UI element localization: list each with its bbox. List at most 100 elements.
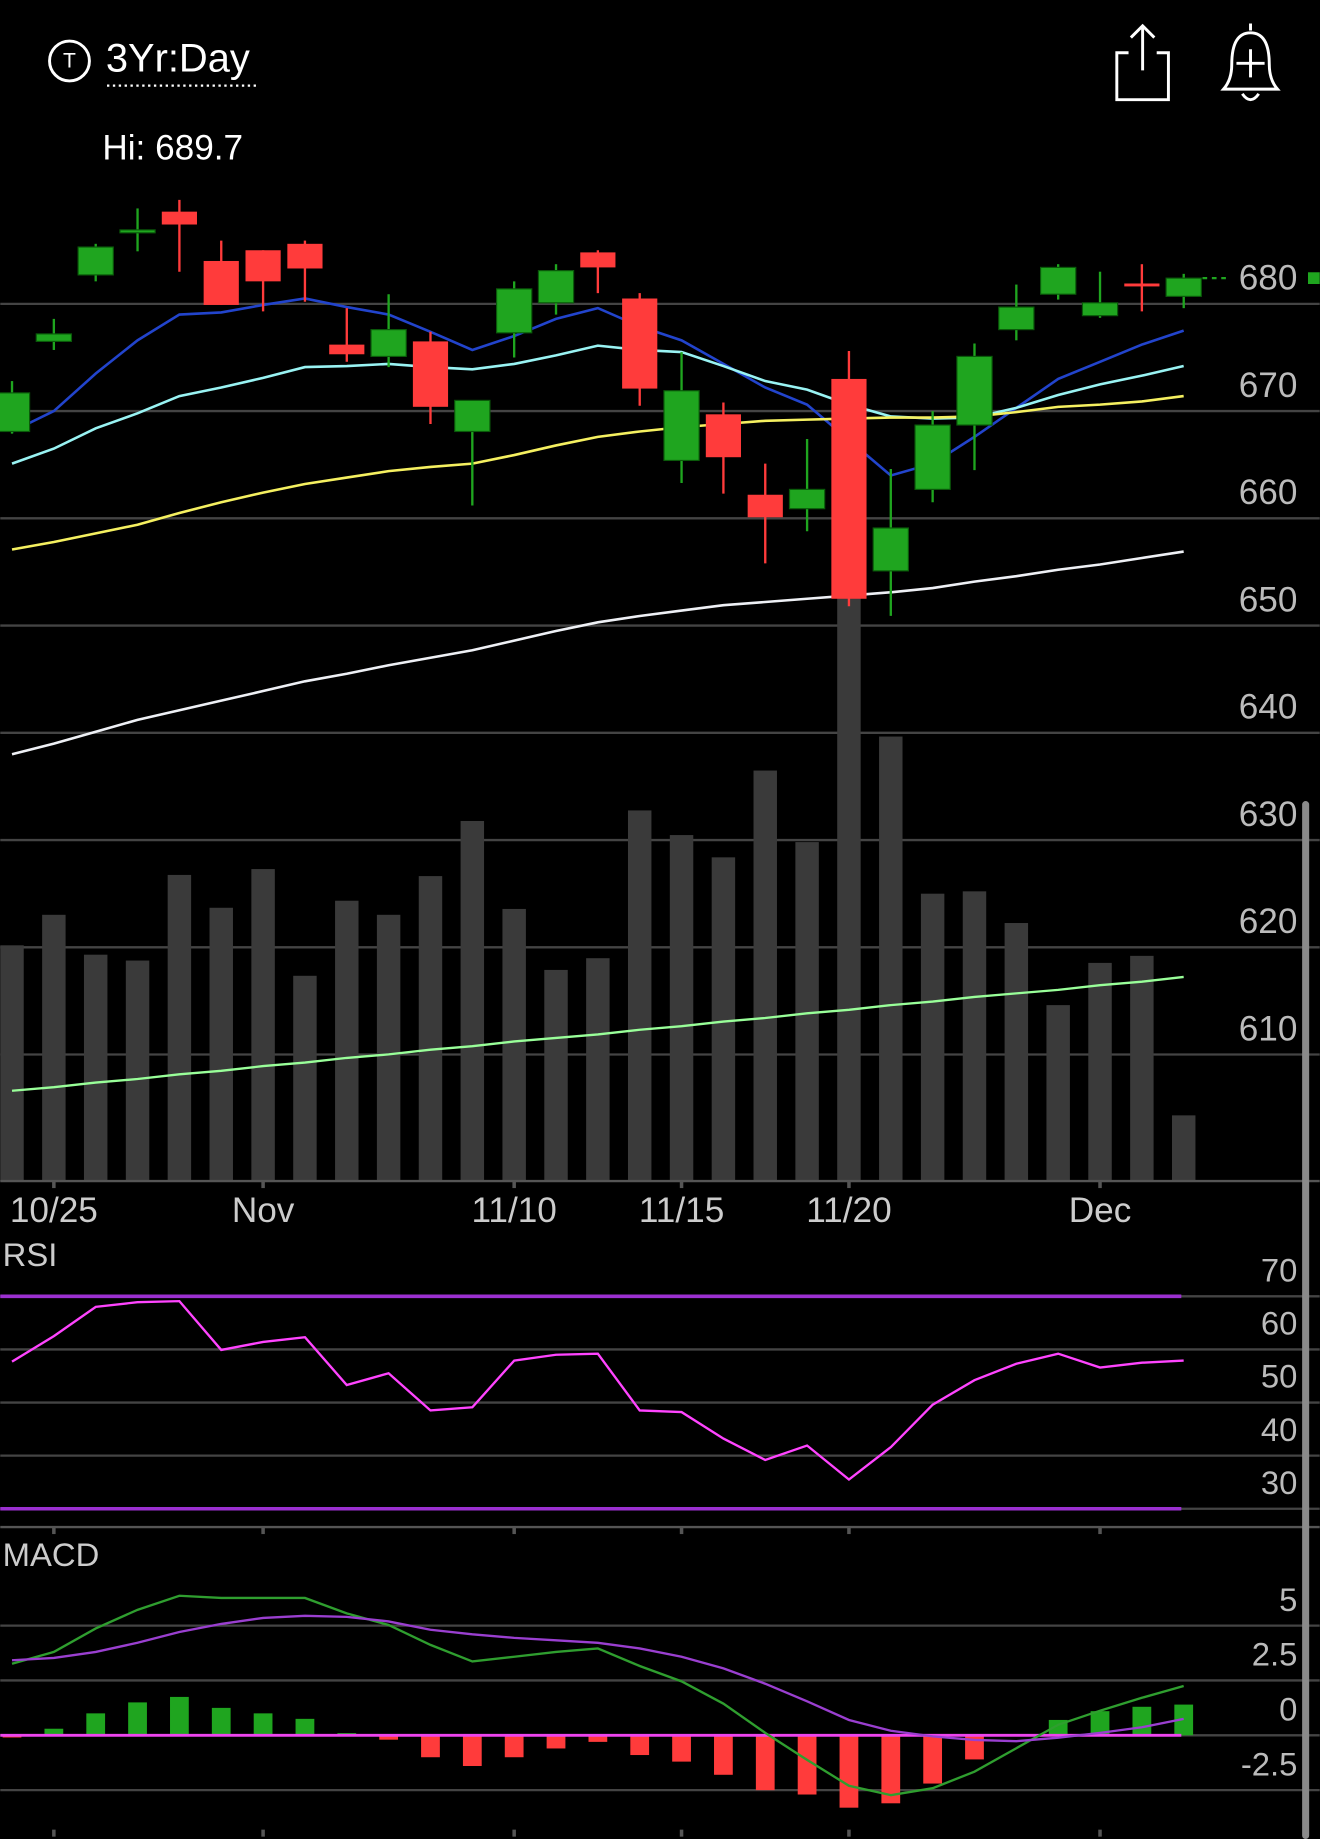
volume-bar (376, 914, 401, 1182)
candle-body (0, 392, 31, 433)
volume-bar (586, 958, 610, 1182)
histogram-bar (839, 1735, 859, 1808)
candle-body (872, 527, 909, 572)
y-tick-label: -2.5 (1241, 1745, 1298, 1782)
histogram-bar (379, 1735, 399, 1740)
macd-line (11, 1594, 1184, 1797)
y-tick-label: 70 (1261, 1252, 1298, 1289)
histogram-bar (128, 1702, 147, 1736)
y-tick-label: 650 (1239, 580, 1298, 619)
x-tick-label: Nov (232, 1191, 295, 1230)
panel-title: RSI (3, 1236, 58, 1273)
y-tick-label: 660 (1239, 473, 1298, 512)
candle-body (1081, 302, 1119, 317)
x-tick-label: 11/20 (806, 1191, 891, 1230)
y-tick-label: 40 (1261, 1411, 1298, 1448)
volume-bar (795, 842, 819, 1182)
volume-bar (251, 869, 275, 1182)
last-price-marker (1307, 272, 1320, 284)
volume-bar (669, 835, 694, 1182)
histogram-bar (630, 1735, 650, 1756)
x-tick-label: Dec (1069, 1191, 1132, 1230)
histogram-bar (421, 1735, 440, 1758)
macd-line (11, 1614, 1184, 1743)
candle-body (161, 211, 197, 225)
range-selector[interactable]: T 3Yr:Day (48, 37, 256, 87)
volume-bar (460, 820, 485, 1182)
alert-button[interactable] (1220, 23, 1281, 102)
volume-bar (837, 598, 861, 1182)
candle-body (1124, 283, 1160, 287)
volume-bar (962, 891, 987, 1182)
candle-body (329, 344, 365, 355)
candle-body (203, 260, 239, 305)
volume-bar (335, 900, 359, 1182)
y-tick-label: 5 (1279, 1581, 1297, 1618)
candle-body (705, 414, 741, 458)
candle-body (370, 329, 407, 358)
candle-body (788, 488, 826, 510)
histogram-bar (965, 1735, 984, 1760)
scrollbar[interactable] (1302, 801, 1310, 1839)
candle-body (495, 288, 533, 334)
histogram-bar (86, 1713, 106, 1736)
volume-bar (42, 914, 66, 1182)
histogram-bar (923, 1735, 943, 1784)
volume-bar (209, 907, 233, 1182)
y-tick-label: 60 (1261, 1305, 1298, 1342)
candle-body (119, 229, 156, 234)
histogram-bar (1132, 1706, 1152, 1736)
volume-bar (627, 810, 652, 1182)
candle-body (287, 243, 323, 269)
rsi-line (11, 1299, 1184, 1482)
candle-body (77, 246, 114, 276)
ticker-icon (48, 39, 91, 83)
histogram-bar (295, 1718, 315, 1736)
x-tick-label: 10/25 (10, 1191, 98, 1230)
volume-bar (0, 945, 24, 1182)
y-tick-label: 0 (1279, 1691, 1297, 1728)
y-tick-label: 670 (1239, 366, 1298, 405)
candle-body (998, 306, 1035, 331)
y-tick-label: 620 (1239, 902, 1298, 941)
share-arrow (1129, 23, 1156, 71)
candle-body (1165, 277, 1202, 297)
y-tick-label: 610 (1239, 1009, 1298, 1048)
candle-body (622, 298, 658, 389)
histogram-bar (714, 1735, 733, 1775)
x-tick-label: 11/15 (639, 1191, 724, 1230)
candle-body (914, 424, 951, 490)
volume-bar (418, 876, 443, 1182)
volume-bar (83, 954, 108, 1182)
histogram-bar (504, 1735, 524, 1758)
candle-body (956, 355, 993, 426)
volume-bar (711, 857, 736, 1182)
range-title: 3Yr:Day (106, 37, 250, 81)
volume-bar (753, 770, 777, 1182)
histogram-bar (546, 1735, 566, 1749)
volume-bar (1088, 962, 1112, 1182)
volume-bar (1130, 955, 1154, 1182)
histogram-bar (755, 1735, 775, 1791)
volume-bar (1046, 1005, 1070, 1182)
volume-bar (879, 736, 903, 1182)
share-box (1115, 51, 1170, 102)
histogram-bar (1090, 1711, 1110, 1736)
candle-body (245, 250, 281, 282)
y-tick-label: 630 (1239, 795, 1298, 834)
y-tick-label: 50 (1261, 1358, 1298, 1395)
histogram-bar (797, 1735, 817, 1795)
histogram-bar (211, 1707, 231, 1736)
y-tick-label: 2.5 (1252, 1636, 1298, 1673)
share-button[interactable] (1115, 23, 1170, 102)
candle-body (663, 390, 700, 462)
y-tick-label: 640 (1239, 688, 1298, 727)
volume-average (11, 975, 1184, 1092)
candle-body (747, 494, 783, 518)
candle-body (831, 378, 867, 599)
ticker-icon-letter: T (63, 50, 76, 73)
bell-plus (1236, 49, 1265, 78)
histogram-bar (253, 1713, 273, 1736)
